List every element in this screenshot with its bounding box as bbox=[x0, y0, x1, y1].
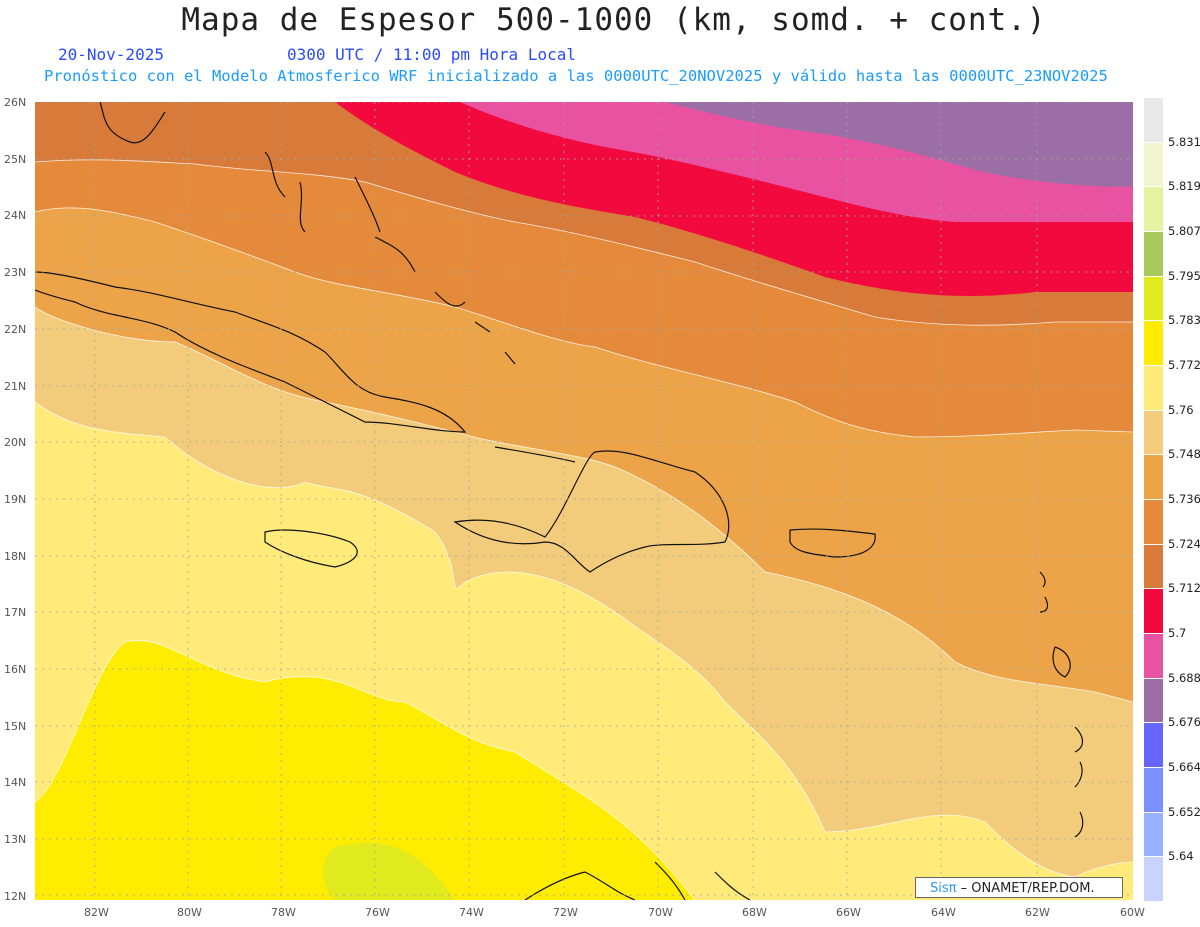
lon-label: 82W bbox=[84, 906, 109, 919]
color-bar-segment bbox=[1144, 723, 1163, 768]
color-bar bbox=[1144, 98, 1163, 902]
coast-cuba bbox=[35, 271, 467, 433]
color-bar-label: 5.831 bbox=[1168, 134, 1200, 149]
color-bar-label: 5.7 bbox=[1168, 626, 1187, 640]
color-bar-label: 5.724 bbox=[1168, 536, 1200, 551]
lat-label: 22N bbox=[4, 322, 27, 336]
color-bar-segment bbox=[1144, 98, 1163, 143]
coast-hispaniola bbox=[453, 450, 730, 573]
color-bar-segment bbox=[1144, 455, 1163, 500]
color-bar-segment bbox=[1144, 142, 1163, 188]
coast-lesser-antilles bbox=[1039, 571, 1084, 838]
color-bar-label: 5.772 bbox=[1168, 358, 1200, 372]
lat-label: 26N bbox=[4, 96, 27, 109]
forecast-date: 20-Nov-2025 bbox=[58, 45, 164, 64]
map-title: Mapa de Espesor 500-1000 (km, somd. + co… bbox=[181, 2, 1047, 38]
band-5676 bbox=[665, 102, 1133, 187]
color-bar-label: 5.748 bbox=[1168, 447, 1200, 462]
lat-label: 17N bbox=[4, 606, 27, 620]
coast-south-america bbox=[524, 861, 751, 900]
color-bar-label: 5.736 bbox=[1168, 492, 1200, 506]
lon-label: 70W bbox=[648, 906, 673, 919]
lon-label: 80W bbox=[177, 906, 202, 919]
lat-label: 13N bbox=[4, 833, 27, 847]
lon-label: 60W bbox=[1120, 906, 1145, 919]
color-bar-label: 5.795 bbox=[1168, 268, 1200, 283]
color-bar-segment bbox=[1144, 410, 1163, 456]
lat-label: 16N bbox=[4, 663, 27, 676]
thickness-map bbox=[35, 102, 1133, 900]
color-bar-label: 5.807 bbox=[1168, 224, 1200, 238]
lon-label: 68W bbox=[742, 906, 767, 919]
lat-label: 19N bbox=[4, 492, 27, 506]
lat-label: 25N bbox=[4, 152, 27, 166]
contour-lines bbox=[35, 159, 1133, 900]
coastlines bbox=[35, 102, 1084, 900]
coast-bahamas bbox=[264, 151, 516, 365]
color-bar-label: 5.664 bbox=[1168, 760, 1200, 774]
lon-label: 66W bbox=[836, 906, 861, 919]
color-bar-label: 5.652 bbox=[1168, 804, 1200, 819]
forecast-description: Pronóstico con el Modelo Atmosferico WRF… bbox=[44, 67, 1108, 85]
color-bar-segment bbox=[1144, 365, 1163, 411]
coast-jamaica bbox=[264, 529, 358, 568]
color-bar-segment bbox=[1144, 321, 1163, 366]
color-bar-label: 5.64 bbox=[1168, 849, 1194, 864]
lon-label: 62W bbox=[1025, 906, 1050, 919]
credit-text: – ONAMET/REP.DOM. bbox=[960, 881, 1095, 896]
color-bar-label: 5.688 bbox=[1168, 670, 1200, 685]
color-bar-segment bbox=[1144, 589, 1163, 634]
lat-label: 23N bbox=[4, 266, 27, 280]
coast-puerto-rico bbox=[789, 528, 876, 558]
credit-box: Sisπ – ONAMET/REP.DOM. bbox=[915, 877, 1123, 898]
color-bar-segment bbox=[1144, 767, 1163, 813]
coast-florida bbox=[99, 102, 166, 144]
color-bar-segment bbox=[1144, 499, 1163, 545]
coast-haiti-north bbox=[494, 446, 576, 463]
lat-label: 12N bbox=[4, 889, 27, 903]
lat-label: 20N bbox=[4, 436, 27, 450]
lat-label: 15N bbox=[4, 719, 27, 733]
graticule bbox=[35, 102, 1133, 900]
lat-label: 24N bbox=[4, 209, 27, 223]
lon-label: 76W bbox=[365, 906, 390, 919]
lat-label: 21N bbox=[4, 379, 27, 393]
color-bar-segment bbox=[1144, 544, 1163, 590]
color-bar-segment bbox=[1144, 812, 1163, 858]
color-bar-segment bbox=[1144, 231, 1163, 277]
color-bar-label: 5.819 bbox=[1168, 179, 1200, 194]
thickness-field bbox=[35, 102, 1133, 900]
lon-label: 74W bbox=[459, 906, 484, 919]
color-bar-segment bbox=[1144, 678, 1163, 724]
lat-label: 14N bbox=[4, 776, 27, 790]
color-bar-segment bbox=[1144, 187, 1163, 232]
color-bar-segment bbox=[1144, 633, 1163, 679]
color-bar-label: 5.712 bbox=[1168, 581, 1200, 596]
sispi-logo: Sisπ bbox=[930, 881, 957, 896]
color-bar-label: 5.676 bbox=[1168, 715, 1200, 730]
lon-label: 64W bbox=[931, 906, 956, 919]
lon-label: 78W bbox=[271, 906, 296, 919]
color-bar-label: 5.783 bbox=[1168, 313, 1200, 328]
color-bar-label: 5.76 bbox=[1168, 402, 1194, 417]
lat-label: 18N bbox=[4, 549, 27, 563]
color-bar-segment bbox=[1144, 857, 1163, 902]
band-5783 bbox=[323, 842, 455, 900]
color-bar-segment bbox=[1144, 276, 1163, 322]
forecast-time: 0300 UTC / 11:00 pm Hora Local bbox=[287, 45, 576, 64]
lon-label: 72W bbox=[553, 906, 578, 919]
